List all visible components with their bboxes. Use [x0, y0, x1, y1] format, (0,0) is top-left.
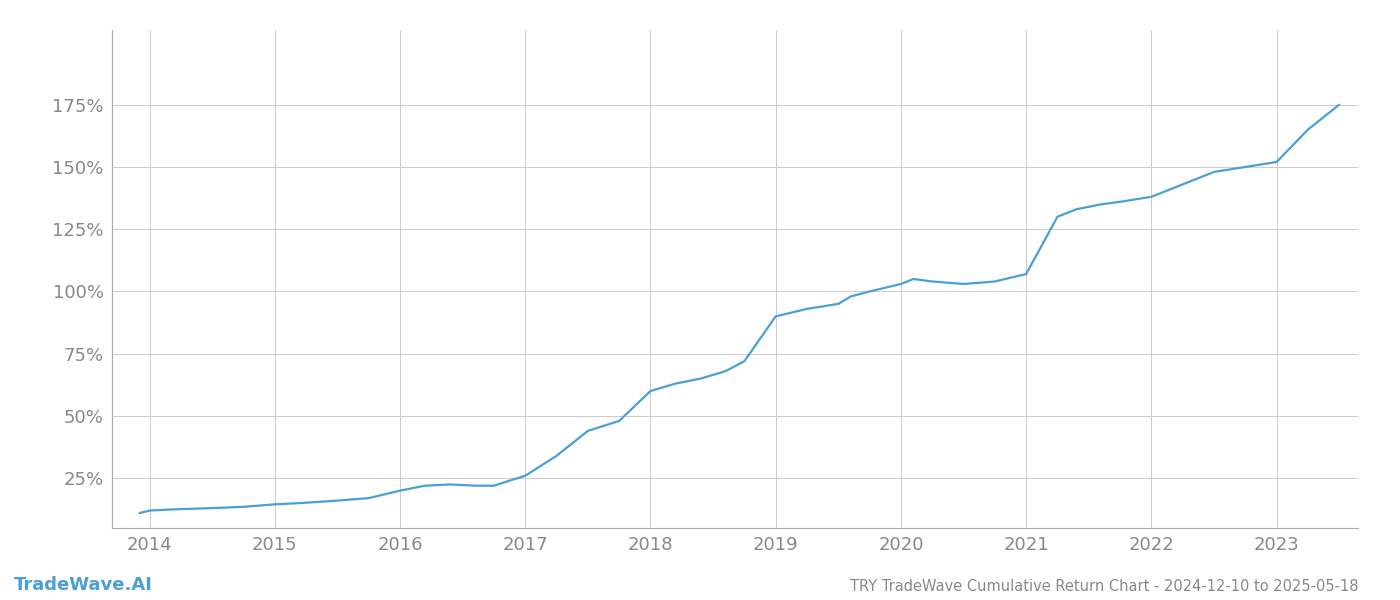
- Text: TradeWave.AI: TradeWave.AI: [14, 576, 153, 594]
- Text: TRY TradeWave Cumulative Return Chart - 2024-12-10 to 2025-05-18: TRY TradeWave Cumulative Return Chart - …: [850, 579, 1358, 594]
